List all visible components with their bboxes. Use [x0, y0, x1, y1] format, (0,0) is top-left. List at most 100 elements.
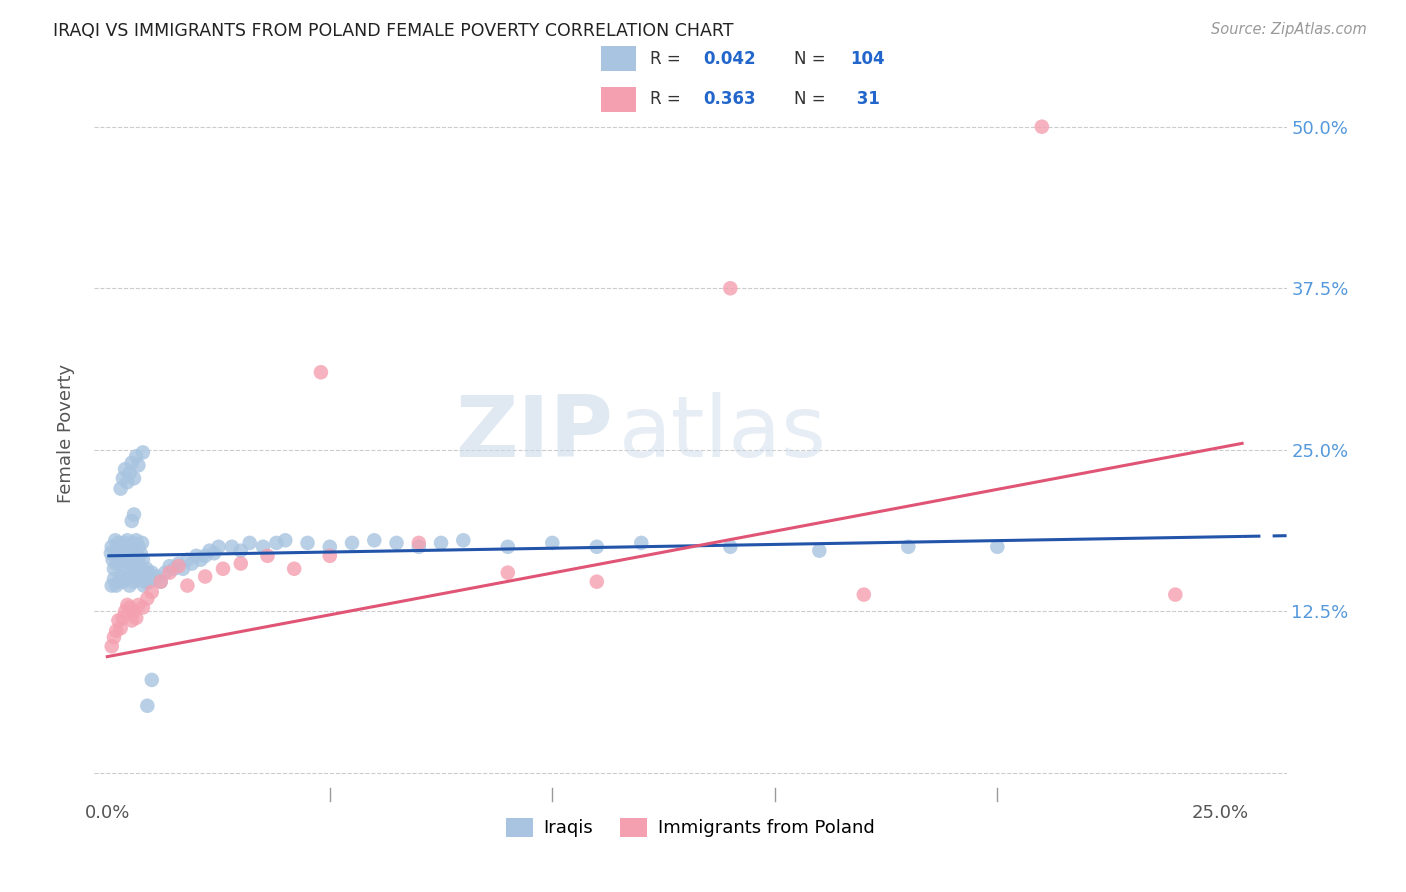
Point [808, 543, 831, 558]
Point [141, 585, 163, 599]
Point [453, 533, 475, 548]
Point [125, 450, 148, 464]
Point [104, 533, 127, 548]
Point [221, 540, 243, 554]
Text: R =: R = [650, 50, 686, 68]
Point [103, 572, 125, 586]
Point [110, 621, 132, 635]
Point [111, 471, 134, 485]
Point [120, 557, 142, 571]
Point [105, 624, 128, 638]
Point [136, 591, 159, 606]
Text: atlas: atlas [619, 392, 827, 475]
Point [159, 559, 181, 574]
Y-axis label: Female Poverty: Female Poverty [58, 364, 75, 503]
Point [105, 578, 128, 592]
Point [125, 611, 148, 625]
Point [100, 578, 122, 592]
Text: 104: 104 [851, 50, 886, 68]
Point [363, 533, 385, 548]
Point [124, 543, 146, 558]
Point [283, 562, 305, 576]
Point [121, 614, 143, 628]
Point [107, 536, 129, 550]
Point [138, 574, 160, 589]
Point [122, 508, 145, 522]
Point [408, 540, 430, 554]
Text: N =: N = [794, 90, 831, 108]
Point [176, 552, 198, 566]
Point [108, 549, 131, 563]
Point [145, 569, 167, 583]
Point [114, 604, 136, 618]
Point [117, 533, 139, 548]
Point [105, 543, 128, 558]
Point [172, 562, 194, 576]
Point [149, 574, 172, 589]
Point [408, 536, 430, 550]
Point [153, 566, 176, 580]
Point [134, 574, 156, 589]
Point [118, 578, 141, 592]
Point [496, 566, 519, 580]
Point [132, 445, 155, 459]
Point [385, 536, 408, 550]
Point [136, 574, 159, 589]
Point [118, 600, 141, 615]
Point [852, 588, 875, 602]
Point [110, 569, 132, 583]
Point [1164, 588, 1187, 602]
Point [118, 466, 141, 480]
Point [207, 540, 229, 554]
Point [340, 536, 363, 550]
Point [127, 458, 149, 473]
Point [149, 574, 172, 589]
Point [121, 456, 143, 470]
Point [121, 546, 143, 560]
Legend: Iraqis, Immigrants from Poland: Iraqis, Immigrants from Poland [498, 811, 882, 845]
Point [266, 536, 288, 550]
Point [114, 566, 136, 580]
Point [585, 540, 607, 554]
Text: Source: ZipAtlas.com: Source: ZipAtlas.com [1211, 22, 1367, 37]
Point [319, 540, 342, 554]
Point [127, 540, 149, 554]
Point [118, 540, 141, 554]
Point [125, 566, 148, 580]
Point [121, 514, 143, 528]
Text: 0.363: 0.363 [703, 90, 755, 108]
Point [122, 471, 145, 485]
Point [186, 549, 208, 563]
Point [194, 549, 217, 563]
Point [100, 546, 122, 560]
Point [134, 569, 156, 583]
Point [135, 562, 157, 576]
Point [129, 562, 152, 576]
Point [110, 557, 132, 571]
Point [585, 574, 607, 589]
Point [132, 600, 155, 615]
Point [141, 673, 163, 687]
Point [986, 540, 1008, 554]
Point [180, 557, 202, 571]
Point [718, 281, 741, 295]
Point [127, 572, 149, 586]
Point [107, 614, 129, 628]
Point [114, 552, 136, 566]
Point [141, 566, 163, 580]
Point [122, 536, 145, 550]
Point [430, 536, 453, 550]
Point [163, 562, 186, 576]
Point [176, 578, 198, 592]
Point [541, 536, 564, 550]
Point [297, 536, 319, 550]
Point [897, 540, 920, 554]
Text: ZIP: ZIP [456, 392, 613, 475]
Point [111, 546, 134, 560]
Point [132, 569, 155, 583]
Point [111, 611, 134, 625]
Point [630, 536, 652, 550]
Point [252, 540, 274, 554]
Point [229, 557, 252, 571]
Point [131, 536, 153, 550]
